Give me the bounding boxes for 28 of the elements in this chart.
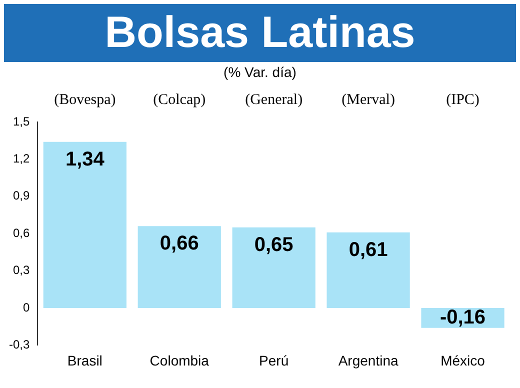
bar	[43, 142, 126, 308]
y-tick-label: 0	[22, 300, 30, 314]
data-label: 0,61	[348, 238, 388, 261]
y-tick-label: 0,9	[12, 188, 30, 203]
data-label: 0,65	[254, 234, 294, 256]
bar	[326, 232, 410, 308]
chart-title: Bolsas Latinas	[4, 4, 516, 62]
y-tick-label: 1,5	[12, 114, 30, 128]
y-tick-label: 1,2	[12, 152, 30, 166]
chart-subtitle: (% Var. día)	[222, 63, 298, 82]
text: (IPC)	[446, 92, 480, 108]
text: (General)	[245, 92, 303, 108]
x-tick-label: Brasil	[67, 352, 102, 368]
x-tick-label: México	[440, 352, 486, 368]
text: (Bovespa)	[54, 92, 116, 108]
bar	[232, 227, 316, 308]
x-tick-label: Perú	[259, 352, 289, 368]
y-tick-label: 0,3	[12, 263, 30, 278]
data-label: 1,34	[65, 148, 106, 170]
text: (Colcap)	[153, 92, 206, 108]
data-label: 0,66	[160, 232, 199, 255]
x-tick-label: Argentina	[338, 352, 398, 368]
bar	[138, 226, 221, 308]
y-tick-label: 0,6	[12, 226, 30, 240]
x-tick-label: Colombia	[150, 352, 210, 368]
data-label: -0,16	[440, 306, 486, 328]
y-tick-label: -0,3	[8, 338, 30, 352]
text: (Merval)	[342, 92, 395, 108]
